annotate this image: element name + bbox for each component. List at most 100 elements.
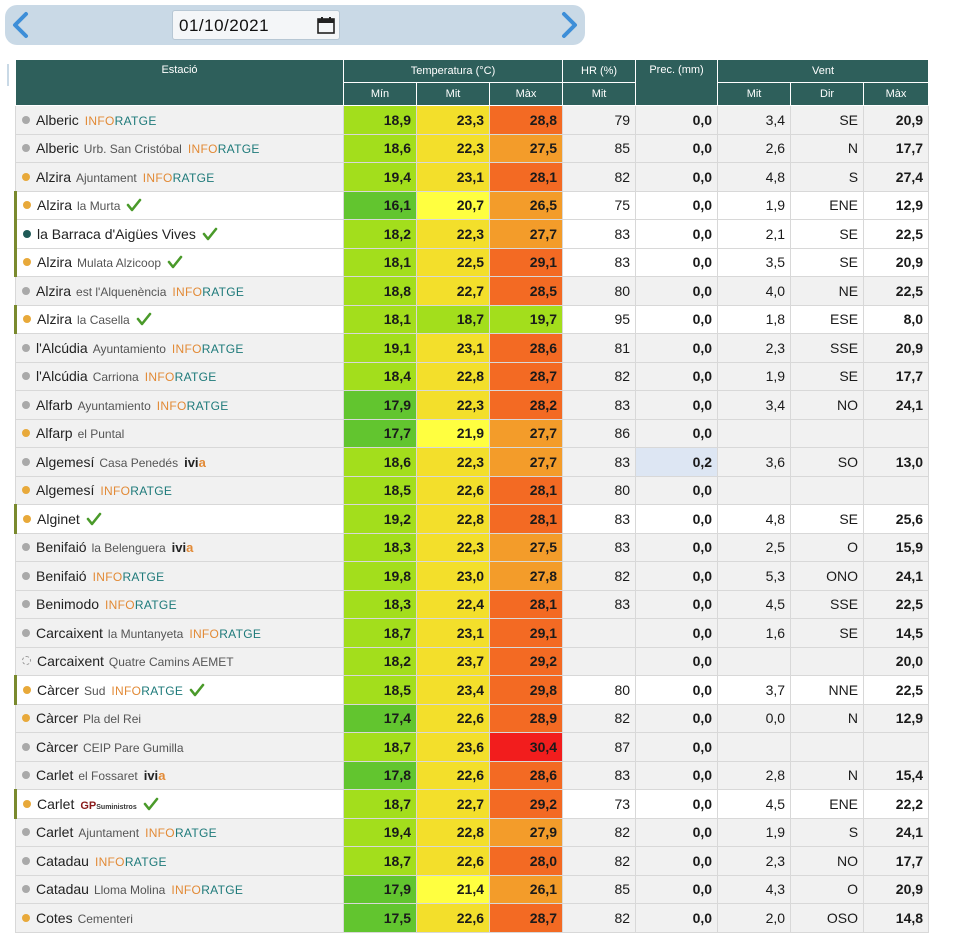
table-row[interactable]: Alzira Ajuntament INFORATGE 19,4 23,1 28,1 82 0… <box>15 162 930 192</box>
station-name[interactable]: l'Alcúdia <box>36 339 88 356</box>
chevron-left-icon[interactable] <box>9 11 33 39</box>
station-name[interactable]: Alberic <box>36 111 79 128</box>
station-cell[interactable]: l'Alcúdia Ayuntamiento INFORATGE <box>15 333 344 363</box>
table-row[interactable]: la Barraca d'Aigües Vives 18,2 22,3 27,7 83 0… <box>14 219 930 249</box>
table-row[interactable]: Benifaió INFORATGE 19,8 23,0 27,8 82 0,0 5,3 ONO… <box>15 561 930 591</box>
station-cell[interactable]: Benimodo INFORATGE <box>15 589 344 619</box>
station-cell[interactable]: Alzira la Murta <box>14 190 344 220</box>
col-temp-mit-header[interactable]: Mit <box>416 82 490 106</box>
table-row[interactable]: Alfarb Ayuntamiento INFORATGE 17,9 22,3 28,2 8… <box>15 390 930 420</box>
station-cell[interactable]: Cotes Cementeri <box>15 903 344 933</box>
station-cell[interactable]: Alberic INFORATGE <box>15 105 344 135</box>
station-cell[interactable]: Benifaió la Belenguera ivia <box>15 532 344 562</box>
station-cell[interactable]: Alginet <box>14 504 344 534</box>
station-cell[interactable]: Carcaixent la Muntanyeta INFORATGE <box>15 618 344 648</box>
station-cell[interactable]: Alzira Mulata Alzicoop <box>14 247 344 277</box>
station-cell[interactable]: Benifaió INFORATGE <box>15 561 344 591</box>
station-name[interactable]: Carcaixent <box>36 624 103 641</box>
station-name[interactable]: l'Alcúdia <box>36 368 88 385</box>
station-name[interactable]: Alzira <box>37 197 73 214</box>
station-name[interactable]: Càrcer <box>36 710 79 727</box>
station-name[interactable]: Càrcer <box>36 738 79 755</box>
table-row[interactable]: Algemesí Casa Penedés ivia 18,6 22,3 27,7 83 0,… <box>15 447 930 477</box>
station-name[interactable]: Carcaixent <box>37 653 104 670</box>
station-cell[interactable]: Catadau Lloma Molina INFORATGE <box>15 874 344 904</box>
table-row[interactable]: Algemesí INFORATGE 18,5 22,6 28,1 80 0,0 <box>15 475 930 505</box>
table-row[interactable]: Carlet Ajuntament INFORATGE 19,4 22,8 27,9 82 0… <box>15 817 930 847</box>
station-name[interactable]: Alzira <box>37 311 73 328</box>
table-row[interactable]: Càrcer CEIP Pare Gumilla 18,7 23,6 30,4 87 0,0 <box>15 732 930 762</box>
station-name[interactable]: Alfarp <box>36 425 73 442</box>
table-row[interactable]: Càrcer Pla del Rei 17,4 22,6 28,9 82 0,0 0,0 N 12… <box>15 703 930 733</box>
station-name[interactable]: Benimodo <box>36 596 100 613</box>
station-name[interactable]: Carlet <box>36 824 74 841</box>
station-cell[interactable]: Càrcer CEIP Pare Gumilla <box>15 732 344 762</box>
station-name[interactable]: Benifaió <box>36 567 87 584</box>
station-name[interactable]: Alfarb <box>36 396 73 413</box>
station-name[interactable]: Alzira <box>36 168 72 185</box>
station-name[interactable]: Algemesí <box>36 482 95 499</box>
station-cell[interactable]: Carlet GPSuministros <box>14 789 344 819</box>
station-cell[interactable]: Alzira la Casella <box>14 304 344 334</box>
station-name[interactable]: Alzira <box>37 254 73 271</box>
station-name[interactable]: Benifaió <box>36 539 87 556</box>
table-row[interactable]: l'Alcúdia Ayuntamiento INFORATGE 19,1 23,1 28… <box>15 333 930 363</box>
station-name[interactable]: Catadau <box>36 852 89 869</box>
table-row[interactable]: Carcaixent Quatre Camins AEMET 18,2 23,7 29,… <box>15 646 930 676</box>
station-cell[interactable]: Alzira est l'Alquenència INFORATGE <box>15 276 344 306</box>
col-hr-mit-header[interactable]: Mit <box>562 82 637 106</box>
table-row[interactable]: Alzira est l'Alquenència INFORATGE 18,8 22,7… <box>15 276 930 306</box>
station-cell[interactable]: Catadau INFORATGE <box>15 846 344 876</box>
station-name[interactable]: Cotes <box>36 909 73 926</box>
col-station-header[interactable]: Estació <box>15 59 344 106</box>
station-name[interactable]: la Barraca d'Aigües Vives <box>37 225 196 242</box>
table-row[interactable]: Catadau INFORATGE 18,7 22,6 28,0 82 0,0 2,3 NO 17… <box>15 846 930 876</box>
col-temp-min-header[interactable]: Mín <box>343 82 417 106</box>
calendar-icon[interactable] <box>317 17 335 34</box>
table-row[interactable]: Carcaixent la Muntanyeta INFORATGE 18,7 23,1… <box>15 618 930 648</box>
station-cell[interactable]: l'Alcúdia Carriona INFORATGE <box>15 361 344 391</box>
station-cell[interactable]: la Barraca d'Aigües Vives <box>14 219 344 249</box>
table-row[interactable]: Carlet GPSuministros 18,7 22,7 29,2 73 0,0 4,5 E… <box>14 789 930 819</box>
station-name[interactable]: Alzira <box>36 282 72 299</box>
table-row[interactable]: Catadau Lloma Molina INFORATGE 17,9 21,4 26,1… <box>15 874 930 904</box>
station-cell[interactable]: Algemesí Casa Penedés ivia <box>15 447 344 477</box>
table-row[interactable]: l'Alcúdia Carriona INFORATGE 18,4 22,8 28,7 82… <box>15 361 930 391</box>
table-row[interactable]: Benifaió la Belenguera ivia 18,3 22,3 27,5 83 0… <box>15 532 930 562</box>
station-cell[interactable]: Càrcer Pla del Rei <box>15 703 344 733</box>
station-cell[interactable]: Alzira Ajuntament INFORATGE <box>15 162 344 192</box>
station-name[interactable]: Carlet <box>36 767 74 784</box>
table-row[interactable]: Cotes Cementeri 17,5 22,6 28,7 82 0,0 2,0 OSO 14,… <box>15 903 930 933</box>
station-cell[interactable]: Càrcer Sud INFORATGE <box>14 675 344 705</box>
station-cell[interactable]: Carlet el Fossaret ivia <box>15 760 344 790</box>
table-row[interactable]: Alzira Mulata Alzicoop 18,1 22,5 29,1 83 0,0 3,… <box>14 247 930 277</box>
station-name[interactable]: Alginet <box>37 510 80 527</box>
table-row[interactable]: Càrcer Sud INFORATGE 18,5 23,4 29,8 80 0,0 3,7 NN… <box>14 675 930 705</box>
table-row[interactable]: Alberic INFORATGE 18,9 23,3 28,8 79 0,0 3,4 SE 20… <box>15 105 930 135</box>
table-row[interactable]: Alzira la Casella 18,1 18,7 19,7 95 0,0 1,8 ESE 8… <box>14 304 930 334</box>
table-row[interactable]: Alginet 19,2 22,8 28,1 83 0,0 4,8 SE 25,6 <box>14 504 930 534</box>
date-input[interactable]: 01/10/2021 <box>172 10 340 40</box>
col-wind-dir-header[interactable]: Dir <box>790 82 865 106</box>
station-name[interactable]: Alberic <box>36 140 79 157</box>
station-name[interactable]: Algemesí <box>36 453 95 470</box>
col-temp-max-header[interactable]: Màx <box>488 82 564 106</box>
table-row[interactable]: Alfarp el Puntal 17,7 21,9 27,7 86 0,0 <box>15 418 930 448</box>
table-row[interactable]: Carlet el Fossaret ivia 17,8 22,6 28,6 83 0,0 2,… <box>15 760 930 790</box>
station-name[interactable]: Carlet <box>37 795 75 812</box>
station-name[interactable]: Càrcer <box>37 681 80 698</box>
col-prec-header[interactable]: Prec. (mm) <box>635 59 719 106</box>
table-row[interactable]: Alberic Urb. San Cristóbal INFORATGE 18,6 22… <box>15 133 930 163</box>
station-name[interactable]: Catadau <box>36 881 89 898</box>
station-cell[interactable]: Carlet Ajuntament INFORATGE <box>15 817 344 847</box>
station-cell[interactable]: Algemesí INFORATGE <box>15 475 344 505</box>
col-wind-max-header[interactable]: Màx <box>863 82 930 106</box>
station-cell[interactable]: Alfarb Ayuntamiento INFORATGE <box>15 390 344 420</box>
table-row[interactable]: Alzira la Murta 16,1 20,7 26,5 75 0,0 1,9 ENE 12,… <box>14 190 930 220</box>
col-wind-mit-header[interactable]: Mit <box>717 82 792 106</box>
chevron-right-icon[interactable] <box>557 11 581 39</box>
station-cell[interactable]: Alberic Urb. San Cristóbal INFORATGE <box>15 133 344 163</box>
station-cell[interactable]: Alfarp el Puntal <box>15 418 344 448</box>
table-row[interactable]: Benimodo INFORATGE 18,3 22,4 28,1 83 0,0 4,5 SSE… <box>15 589 930 619</box>
station-cell[interactable]: Carcaixent Quatre Camins AEMET <box>15 646 344 676</box>
